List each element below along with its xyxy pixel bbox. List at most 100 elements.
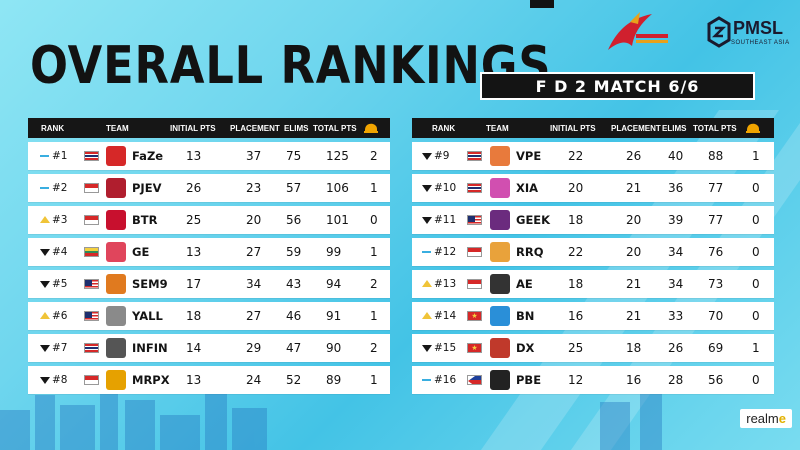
total-pts-cell: 91 — [326, 309, 342, 323]
initial-pts-cell: 13 — [186, 245, 202, 259]
chicken-dinners-cell: 2 — [370, 277, 378, 291]
initial-pts-cell: 12 — [568, 373, 584, 387]
team-name-cell: RRQ — [516, 245, 544, 259]
elims-cell: 40 — [668, 149, 684, 163]
elims-cell: 34 — [668, 245, 684, 259]
total-pts-cell: 106 — [326, 181, 349, 195]
country-flag-icon — [84, 151, 99, 161]
initial-pts-cell: 18 — [568, 213, 584, 227]
country-flag-icon — [467, 183, 482, 193]
initial-pts-cell: 25 — [568, 341, 584, 355]
trend-up-icon — [422, 312, 432, 319]
total-pts-cell: 94 — [326, 277, 342, 291]
header-initial-pts: INITIAL PTS — [170, 124, 216, 133]
chicken-dinners-cell: 0 — [370, 213, 378, 227]
pmsl-logo-text: PMSL — [733, 18, 784, 38]
ranking-row: #1 FaZe 13 37 75 125 2 — [28, 142, 390, 170]
placement-cell: 23 — [246, 181, 262, 195]
header-placement: PLACEMENT — [611, 124, 661, 133]
trend-same-icon — [422, 251, 431, 253]
chicken-dinners-cell: 1 — [752, 149, 760, 163]
ranking-row: #3 BTR 25 20 56 101 0 — [28, 206, 390, 234]
team-name-cell: DX — [516, 341, 535, 355]
team-logo-icon — [490, 178, 510, 198]
ranking-row: #15 ★ DX 25 18 26 69 1 — [412, 334, 774, 362]
sponsor-logo: realme — [740, 409, 792, 428]
trend-same-icon — [40, 155, 49, 157]
elims-cell: 43 — [286, 277, 302, 291]
placement-cell: 18 — [626, 341, 642, 355]
placement-cell: 16 — [626, 373, 642, 387]
trend-up-icon — [40, 216, 50, 223]
total-pts-cell: 89 — [326, 373, 342, 387]
placement-cell: 20 — [626, 245, 642, 259]
sponsor-logo-suffix: e — [778, 411, 786, 426]
chicken-dinners-cell: 2 — [370, 341, 378, 355]
team-logo-icon — [490, 210, 510, 230]
team-logo-icon — [490, 370, 510, 390]
team-name-cell: XIA — [516, 181, 539, 195]
country-flag-icon — [84, 311, 99, 321]
elims-cell: 26 — [668, 341, 684, 355]
ranking-row: #7 INFIN 14 29 47 90 2 — [28, 334, 390, 362]
initial-pts-cell: 25 — [186, 213, 202, 227]
rank-cell: #6 — [52, 310, 68, 322]
rank-cell: #13 — [434, 278, 457, 290]
trend-up-icon — [40, 312, 50, 319]
elims-cell: 46 — [286, 309, 302, 323]
header-team: TEAM — [486, 124, 509, 133]
trend-up-icon — [422, 280, 432, 287]
top-decoration — [530, 0, 554, 8]
rank-cell: #11 — [434, 214, 457, 226]
team-name-cell: BTR — [132, 213, 158, 227]
elims-cell: 28 — [668, 373, 684, 387]
rank-cell: #7 — [52, 342, 68, 354]
city-skyline — [0, 385, 662, 450]
chicken-dinners-cell: 1 — [370, 309, 378, 323]
rank-cell: #14 — [434, 310, 457, 322]
team-name-cell: GEEK — [516, 213, 551, 227]
total-pts-cell: 77 — [708, 181, 724, 195]
country-flag-icon — [84, 247, 99, 257]
team-name-cell: AE — [516, 277, 533, 291]
sponsor-logo-prefix: realm — [746, 411, 779, 426]
team-name-cell: MRPX — [132, 373, 170, 387]
ranking-row: #9 VPE 22 26 40 88 1 — [412, 142, 774, 170]
team-name-cell: PBE — [516, 373, 542, 387]
elims-cell: 36 — [668, 181, 684, 195]
ranking-row: #8 MRPX 13 24 52 89 1 — [28, 366, 390, 394]
elims-cell: 57 — [286, 181, 302, 195]
country-flag-icon — [84, 375, 99, 385]
placement-cell: 37 — [246, 149, 262, 163]
initial-pts-cell: 13 — [186, 149, 202, 163]
total-pts-cell: 99 — [326, 245, 342, 259]
ranking-row: #5 SEM9 17 34 43 94 2 — [28, 270, 390, 298]
trend-same-icon — [422, 379, 431, 381]
country-flag-icon — [84, 343, 99, 353]
country-flag-icon — [467, 247, 482, 257]
total-pts-cell: 125 — [326, 149, 349, 163]
rank-cell: #9 — [434, 150, 450, 162]
trend-down-icon — [422, 345, 432, 352]
trend-down-icon — [40, 345, 50, 352]
team-logo-icon — [490, 146, 510, 166]
country-flag-icon — [84, 215, 99, 225]
total-pts-cell: 69 — [708, 341, 724, 355]
team-logo-icon — [106, 338, 126, 358]
total-pts-cell: 90 — [326, 341, 342, 355]
chicken-dinners-cell: 0 — [752, 277, 760, 291]
header-initial-pts: INITIAL PTS — [550, 124, 596, 133]
chicken-dinner-icon — [364, 123, 378, 133]
placement-cell: 20 — [626, 213, 642, 227]
rank-cell: #12 — [434, 246, 457, 258]
team-logo-icon — [490, 338, 510, 358]
initial-pts-cell: 22 — [568, 245, 584, 259]
country-flag-icon: ★ — [467, 311, 482, 321]
rank-cell: #5 — [52, 278, 68, 290]
trend-down-icon — [40, 281, 50, 288]
team-logo-icon — [106, 178, 126, 198]
trend-down-icon — [40, 377, 50, 384]
elims-cell: 59 — [286, 245, 302, 259]
elims-cell: 75 — [286, 149, 302, 163]
country-flag-icon — [467, 375, 482, 385]
